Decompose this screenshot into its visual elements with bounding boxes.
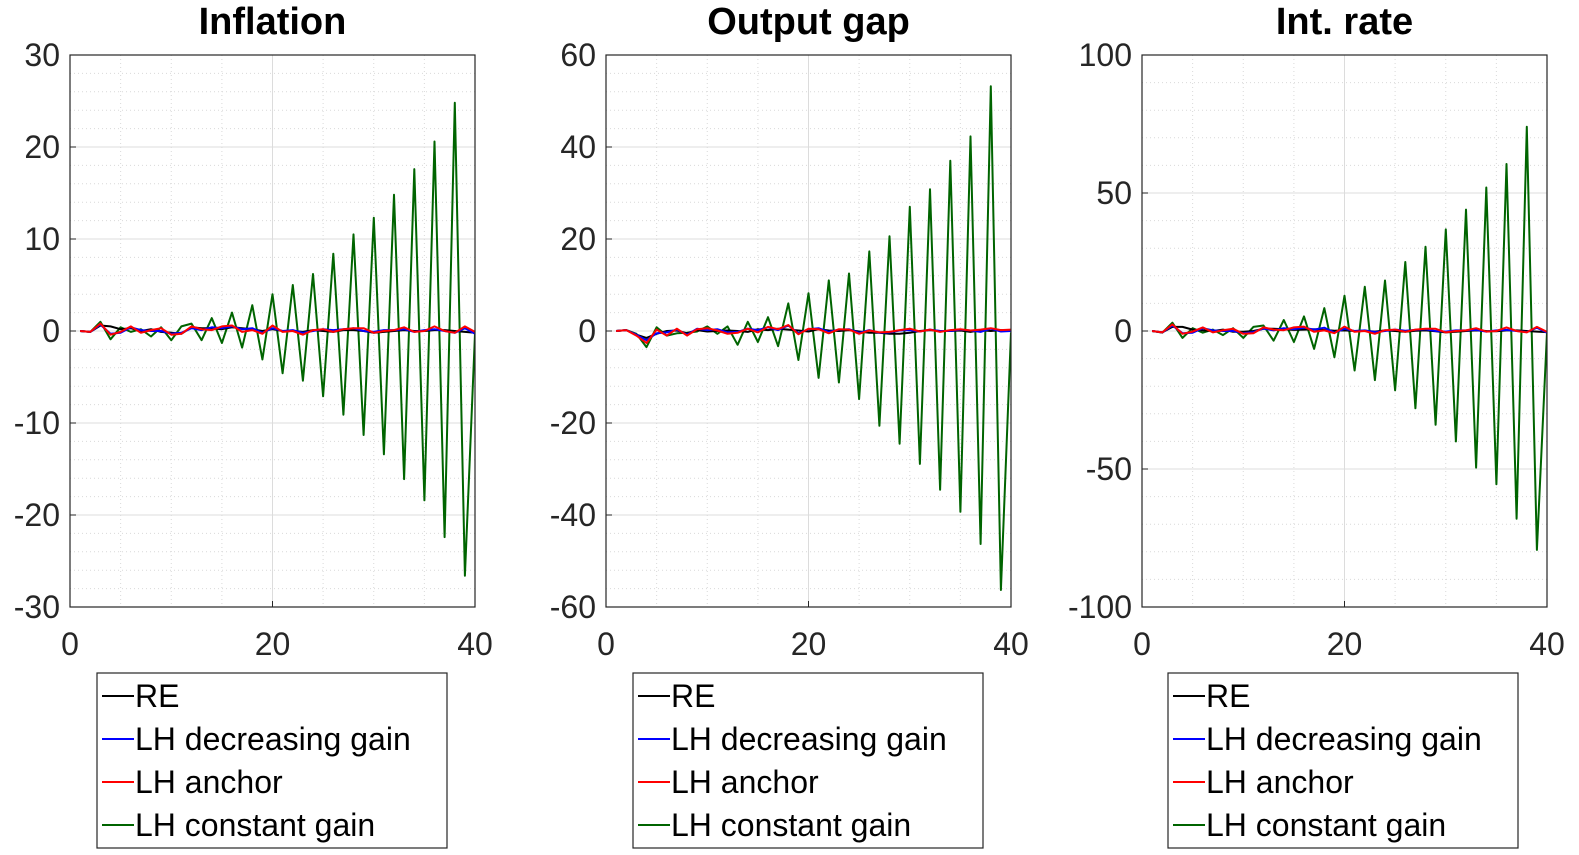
x-tick-label: 0 (597, 626, 615, 662)
x-tick-label: 20 (791, 626, 827, 662)
y-tick-label: -100 (1068, 589, 1132, 625)
legend-entry-label: RE (671, 678, 715, 714)
legend-entry-label: LH decreasing gain (135, 721, 411, 757)
y-tick-label: 50 (1096, 175, 1132, 211)
chart-title: Inflation (199, 1, 347, 43)
legend-entry-label: LH constant gain (671, 807, 911, 843)
series-line-lh-anchor (1151, 323, 1547, 335)
legend-entry-label: LH constant gain (135, 807, 375, 843)
series-line-lh-constant-gain (80, 101, 475, 577)
y-tick-label: -30 (14, 589, 60, 625)
y-tick-label: -50 (1086, 451, 1132, 487)
legend-entry-label: LH decreasing gain (1206, 721, 1482, 757)
y-tick-label: 0 (578, 313, 596, 349)
legend-box (632, 672, 984, 849)
chart-title: Int. rate (1276, 1, 1413, 43)
x-tick-label: 20 (1327, 626, 1363, 662)
legend: RE LH decreasing gain LH anchor LH constant… (1167, 672, 1519, 849)
chart-panel-1: 0 20 40 30 20 10 0 -10 -20 -30 Inflation RE LH decre… (14, 1, 493, 849)
legend: RE LH decreasing gain LH anchor LH constant… (96, 672, 448, 849)
x-tick-label: 20 (255, 626, 291, 662)
y-tick-label: 20 (560, 221, 596, 257)
x-tick-label: 40 (993, 626, 1029, 662)
legend-box (96, 672, 448, 849)
y-tick-label: 20 (24, 129, 60, 165)
chart-panel-3: 0 20 40 100 50 0 -50 -100 Int. rate RE LH decreasi… (1068, 1, 1565, 849)
legend: RE LH decreasing gain LH anchor LH constant… (632, 672, 984, 849)
y-tick-label: -60 (550, 589, 596, 625)
x-tick-label: 40 (457, 626, 493, 662)
legend-entry-label: RE (1206, 678, 1250, 714)
y-tick-label: 40 (560, 129, 596, 165)
x-tick-label: 0 (1133, 626, 1151, 662)
y-tick-label: 30 (24, 37, 60, 73)
y-tick-label: 0 (1114, 313, 1132, 349)
legend-entry-label: RE (135, 678, 179, 714)
y-tick-label: 10 (24, 221, 60, 257)
legend-entry-label: LH constant gain (1206, 807, 1446, 843)
x-tick-label: 0 (61, 626, 79, 662)
series-line-lh-anchor (80, 322, 475, 336)
series-line-lh-anchor (616, 324, 1011, 344)
chart-panel-2: 0 20 40 60 40 20 0 -20 -40 -60 Output gap RE LH decr… (550, 1, 1029, 849)
legend-entry-label: LH anchor (671, 764, 819, 800)
chart-title: Output gap (707, 1, 910, 43)
x-tick-label: 40 (1529, 626, 1565, 662)
y-tick-label: -40 (550, 497, 596, 533)
series-line-lh-constant-gain (1151, 125, 1547, 551)
y-tick-label: -10 (14, 405, 60, 441)
y-tick-label: 60 (560, 37, 596, 73)
y-tick-label: 100 (1079, 37, 1132, 73)
y-tick-label: -20 (550, 405, 596, 441)
legend-box (1167, 672, 1519, 849)
y-tick-label: -20 (14, 497, 60, 533)
legend-entry-label: LH anchor (135, 764, 283, 800)
legend-entry-label: LH decreasing gain (671, 721, 947, 757)
legend-entry-label: LH anchor (1206, 764, 1354, 800)
y-tick-label: 0 (42, 313, 60, 349)
